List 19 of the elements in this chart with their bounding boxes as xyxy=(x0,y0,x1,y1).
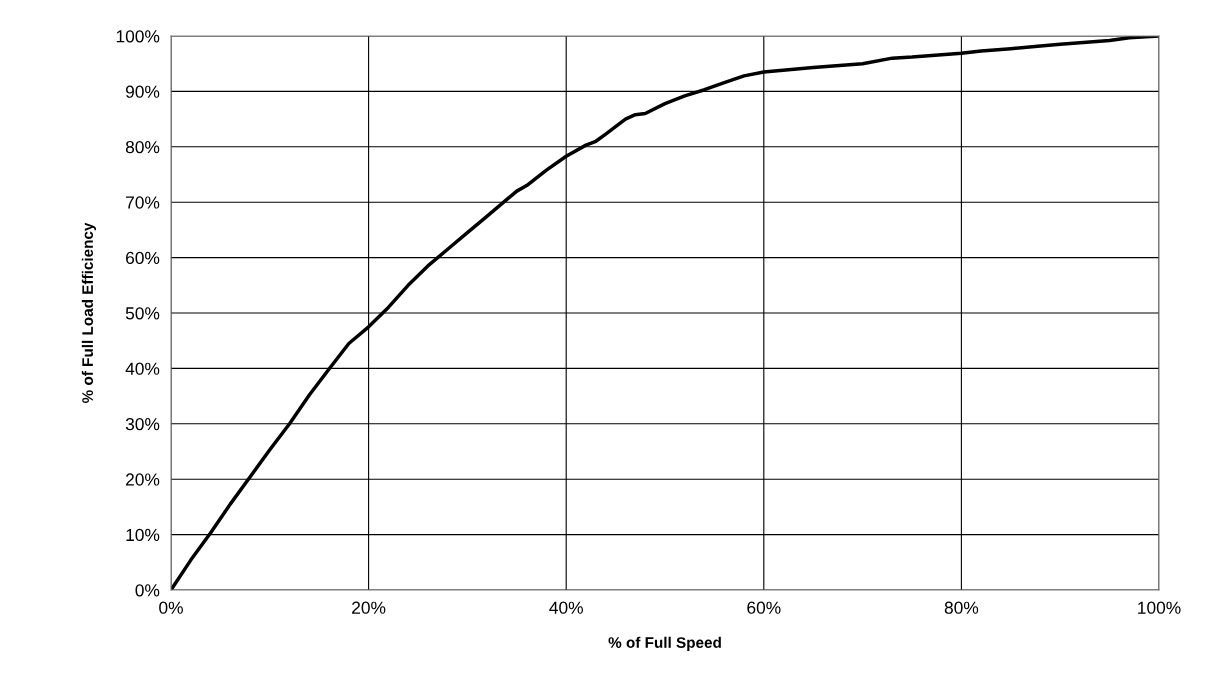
y-axis-title: % of Full Load Efficiency xyxy=(81,222,97,404)
x-tick-label: 0% xyxy=(159,601,183,614)
y-tick-label: 10% xyxy=(126,528,160,542)
y-tick-label: 90% xyxy=(125,85,160,98)
y-tick-label: 40% xyxy=(125,362,160,375)
y-tick-label: 70% xyxy=(126,196,160,209)
y-tick-label: 30% xyxy=(125,417,160,431)
x-tick-label: 80% xyxy=(944,601,979,614)
x-tick-label: 20% xyxy=(352,601,386,614)
y-tick-label: 0% xyxy=(135,584,160,597)
y-tick-label: 50% xyxy=(125,307,160,320)
y-tick-label: 20% xyxy=(126,473,160,486)
x-axis-title: % of Full Speed xyxy=(608,636,721,651)
x-tick-label: 100% xyxy=(1138,601,1181,614)
y-tick-label: 100% xyxy=(116,30,160,43)
y-tick-label: 60% xyxy=(126,251,160,265)
y-tick-label: 80% xyxy=(125,140,160,154)
x-tick-label: 40% xyxy=(549,601,583,614)
x-tick-label: 60% xyxy=(747,601,781,614)
